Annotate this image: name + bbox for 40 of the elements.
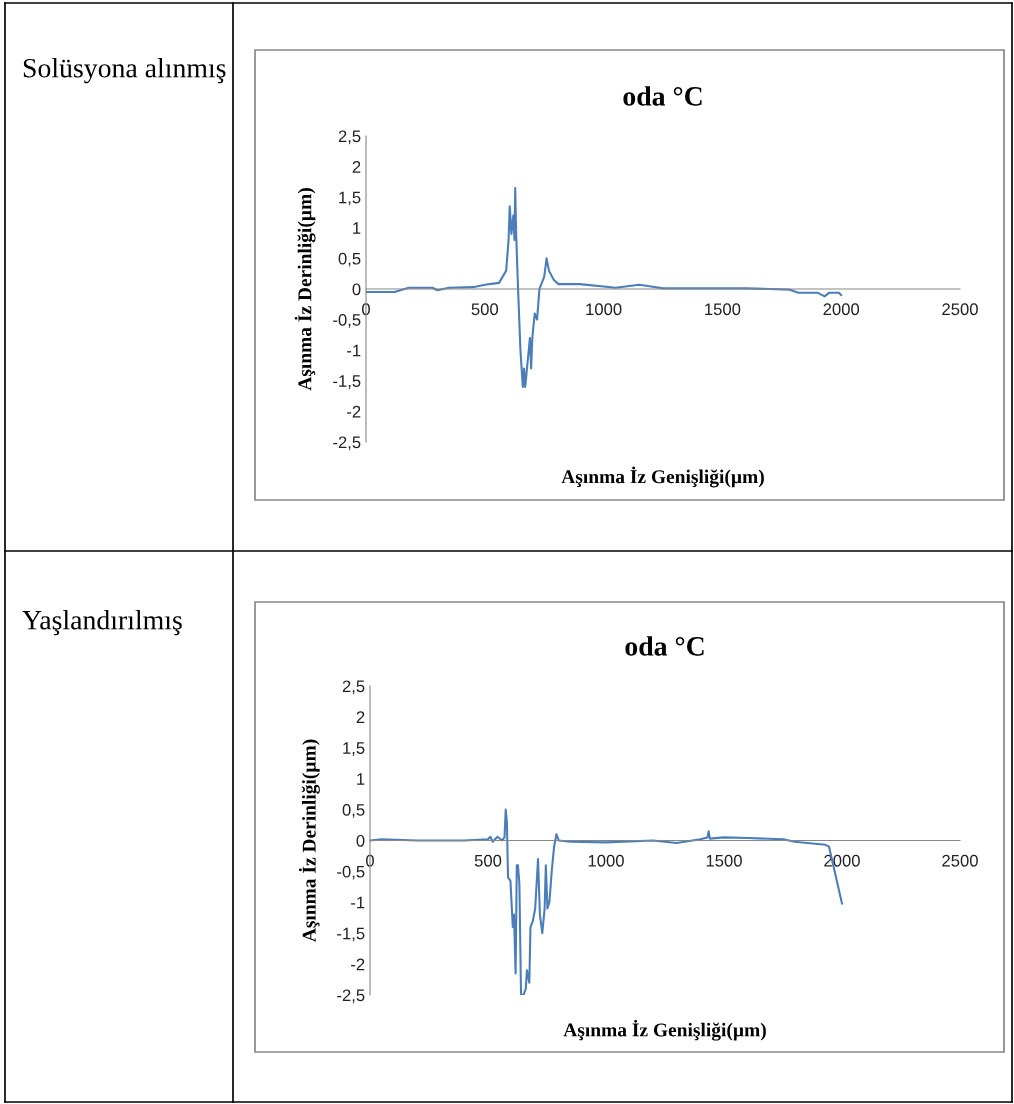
y-tick-label: 0,5 (338, 252, 361, 267)
y-tick-label: -1 (347, 344, 361, 357)
x-tick-label: 2500 (942, 854, 978, 867)
y-tick-label: -0,5 (337, 865, 365, 880)
x-tick-label: 1000 (586, 303, 622, 316)
x-axis-title: Aşınma İz Genişliği(µm) (563, 1019, 766, 1041)
chart-title: oda °C (623, 86, 702, 106)
y-tick-label: -2,5 (337, 989, 365, 1004)
x-tick-label: 2500 (942, 303, 978, 316)
y-tick-label: 1,5 (339, 191, 361, 206)
y-axis-title: Aşınma İz Derinliği(µm) (298, 739, 320, 943)
text: Yaşlandırılmış (22, 610, 182, 636)
y-tick-label: -0,5 (333, 314, 361, 328)
x-axis-title: Aşınma İz Genişliği(µm) (561, 466, 764, 488)
y-tick-label: -2,5 (333, 436, 361, 451)
y-tick-label: 2,5 (338, 130, 361, 145)
y-tick-label: 0,5 (342, 804, 365, 818)
x-tick-label: 1500 (706, 854, 742, 867)
y-tick-label: -1,5 (333, 375, 361, 389)
y-tick-label: 2 (356, 711, 365, 723)
x-tick-label: 1000 (588, 854, 624, 867)
text: Solüsyona alınmış (23, 58, 226, 84)
y-tick-label: 1 (353, 222, 361, 234)
chart-title: oda °C (625, 636, 704, 656)
x-tick-label: 0 (366, 854, 374, 867)
x-tick-label: 1500 (705, 303, 741, 316)
x-tick-label: 500 (471, 303, 499, 316)
x-tick-label: 2000 (823, 303, 860, 316)
y-tick-label: 0 (356, 834, 365, 847)
y-tick-label: 2,5 (342, 680, 365, 695)
x-tick-label: 500 (474, 854, 502, 867)
y-tick-label: 1,5 (343, 742, 365, 756)
y-tick-label: -1 (351, 896, 365, 909)
y-tick-label: 2 (352, 161, 361, 173)
y-tick-label: -1,5 (337, 927, 365, 942)
y-tick-label: -2 (351, 958, 365, 971)
y-axis-title: Aşınma İz Derinliği(µm) (294, 188, 316, 391)
y-tick-label: -2 (347, 405, 361, 418)
y-tick-label: 0 (352, 283, 361, 296)
y-tick-label: 1 (357, 773, 365, 785)
